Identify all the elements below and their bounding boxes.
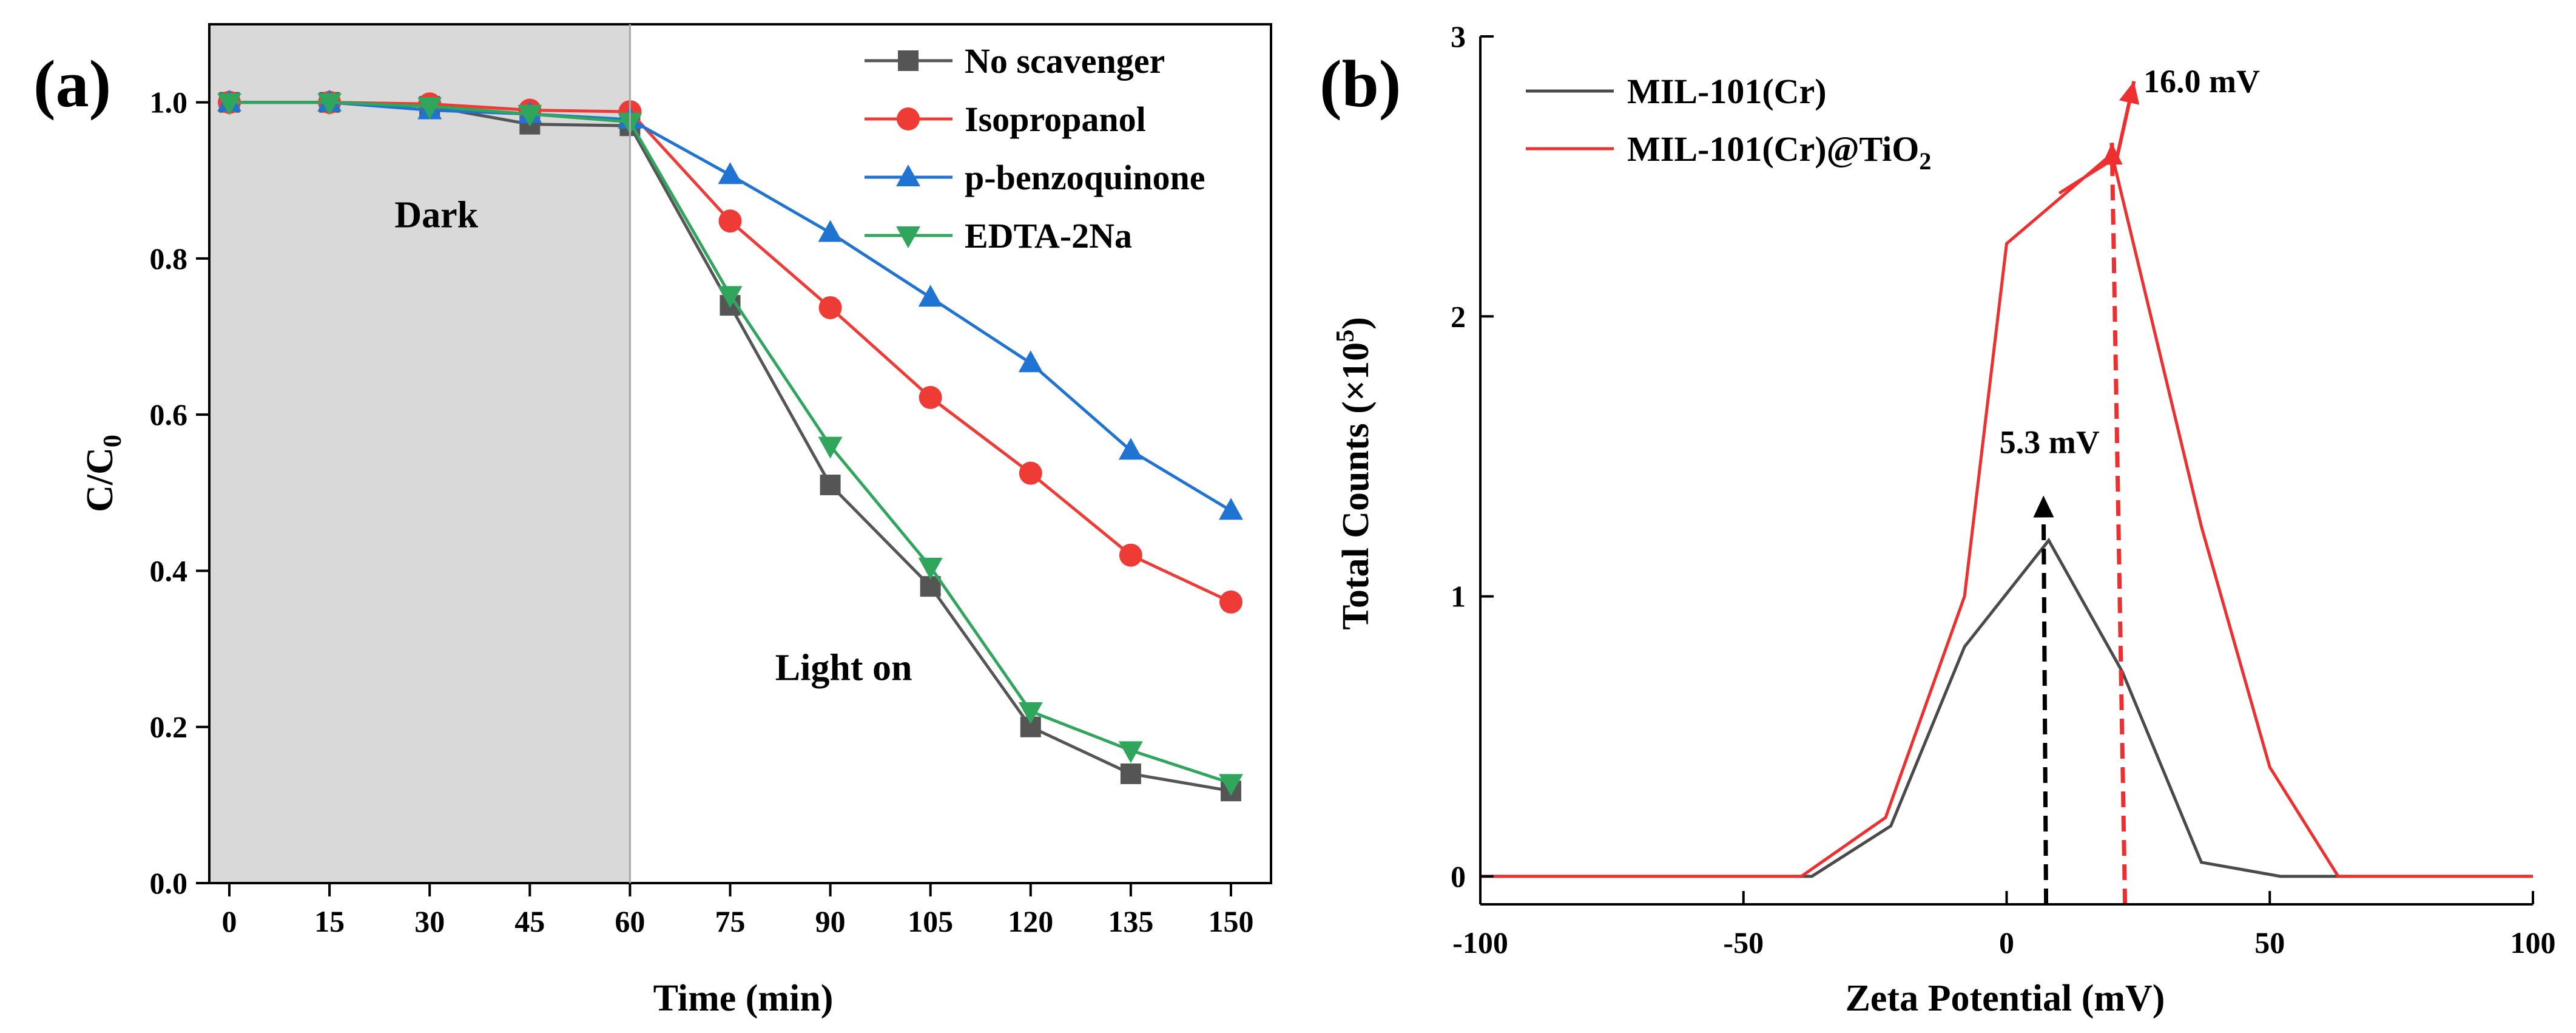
annotation-label: 5.3 mV bbox=[2000, 424, 2100, 461]
legend-label: EDTA-2Na bbox=[965, 216, 1132, 256]
y-tick-label: 0.0 bbox=[150, 866, 188, 900]
data-point bbox=[718, 162, 743, 185]
panel-a-plot-frame bbox=[208, 23, 1272, 884]
legend-marker bbox=[896, 226, 920, 248]
dashed-arrow-line bbox=[2109, 143, 2128, 905]
x-tick-label: 90 bbox=[815, 904, 846, 938]
data-point bbox=[718, 286, 743, 308]
panel-b-label: (b) bbox=[1320, 47, 1401, 121]
x-tick-label: 120 bbox=[1008, 904, 1053, 938]
panel-a-y-axis-label: C/C0 bbox=[79, 435, 127, 512]
legend-label: No scavenger bbox=[965, 41, 1165, 81]
panel-b-chart: 5.3 mV 16.0 mV -100 -50 0 50 100 0 1 2 3 MIL-101… bbox=[1320, 19, 2556, 1019]
series-mil-101-cr-tio2 bbox=[1480, 151, 2533, 878]
data-point bbox=[918, 558, 943, 580]
data-point bbox=[1218, 498, 1243, 520]
annotation-label: 16.0 mV bbox=[2143, 63, 2260, 100]
x-tick-label: 100 bbox=[2510, 926, 2556, 960]
legend-marker bbox=[897, 107, 920, 130]
panel-b-legend: MIL-101(Cr) MIL-101(Cr)@TiO2 bbox=[1526, 72, 1931, 175]
annotation-dark: Dark bbox=[394, 194, 478, 235]
dashed-arrow-line bbox=[2041, 495, 2049, 905]
data-point bbox=[1118, 438, 1143, 460]
data-point bbox=[317, 93, 342, 115]
series-mil-101-cr bbox=[1480, 537, 2533, 878]
data-point bbox=[818, 296, 842, 319]
y-tick-label: 0.6 bbox=[150, 398, 188, 432]
x-tick-label: 45 bbox=[514, 904, 545, 938]
data-point bbox=[1219, 590, 1242, 614]
data-point bbox=[1019, 461, 1042, 485]
legend-marker bbox=[896, 164, 920, 186]
annotation-leader-line bbox=[2058, 155, 2119, 195]
legend-item-no-scavenger: No scavenger bbox=[865, 41, 1165, 81]
data-point bbox=[919, 385, 942, 409]
arrow-head bbox=[2102, 143, 2123, 165]
data-point bbox=[1018, 702, 1043, 724]
data-point bbox=[718, 209, 742, 233]
x-tick-label: 75 bbox=[715, 904, 745, 938]
legend-item-mil-101-cr-tio2: MIL-101(Cr)@TiO2 bbox=[1526, 129, 1931, 175]
x-tick-label: 150 bbox=[1208, 904, 1253, 938]
peak-arrow-5-3-mv: 5.3 mV bbox=[2000, 424, 2100, 905]
legend-item-p-benzoquinone: p-benzoquinone bbox=[865, 158, 1205, 197]
arrow-head bbox=[2033, 495, 2054, 518]
data-point bbox=[1119, 543, 1142, 567]
legend-item-isopropanol: Isopropanol bbox=[865, 100, 1146, 139]
data-point bbox=[1018, 350, 1043, 373]
panel-a-x-axis-label: Time (min) bbox=[653, 978, 834, 1019]
annotation-pointer-head bbox=[2119, 81, 2140, 105]
panel-b-x-axis-label: Zeta Potential (mV) bbox=[1846, 978, 2165, 1019]
y-tick-label: 3 bbox=[1451, 19, 1466, 53]
y-tick-label: 1.0 bbox=[150, 86, 188, 120]
y-tick-label: 0 bbox=[1451, 859, 1466, 893]
y-tick-label: 0.8 bbox=[150, 242, 188, 276]
annotation-light-on: Light on bbox=[775, 648, 912, 689]
x-tick-label: 15 bbox=[314, 904, 345, 938]
data-point bbox=[918, 285, 943, 307]
x-tick-label: 105 bbox=[908, 904, 953, 938]
data-point bbox=[1218, 774, 1243, 796]
panel-a-label: (a) bbox=[33, 47, 111, 121]
x-tick-label: 50 bbox=[2254, 926, 2285, 960]
x-tick-label: 135 bbox=[1108, 904, 1153, 938]
dark-region-shading bbox=[209, 24, 630, 883]
series-line bbox=[1480, 537, 2533, 878]
panel-b-y-axis-label: Total Counts (×105) bbox=[1332, 317, 1377, 630]
y-tick-label: 0.4 bbox=[150, 554, 188, 588]
y-tick-label: 2 bbox=[1451, 299, 1466, 333]
legend-item-edta-2na: EDTA-2Na bbox=[865, 216, 1132, 256]
data-point bbox=[818, 220, 843, 242]
x-tick-label: -100 bbox=[1452, 926, 1508, 960]
x-tick-label: 60 bbox=[615, 904, 645, 938]
data-point bbox=[820, 474, 841, 495]
panel-a-chart: 0 15 30 45 60 75 90 105 120 135 150 0.0 0.2 0.4 0.6 0.… bbox=[33, 23, 1272, 1019]
legend-label: Isopropanol bbox=[965, 100, 1146, 139]
y-tick-label: 1 bbox=[1451, 580, 1466, 614]
data-point bbox=[518, 104, 542, 127]
legend-label: MIL-101(Cr) bbox=[1627, 72, 1827, 111]
data-point bbox=[1120, 763, 1141, 784]
legend-label: p-benzoquinone bbox=[965, 158, 1205, 197]
legend-item-mil-101-cr: MIL-101(Cr) bbox=[1526, 72, 1827, 111]
legend-label: MIL-101(Cr)@TiO2 bbox=[1627, 129, 1931, 175]
data-point bbox=[417, 97, 442, 120]
panel-a-legend: No scavenger Isopropanol p-benzoquinone EDT… bbox=[865, 41, 1205, 256]
y-tick-label: 0.2 bbox=[150, 710, 188, 744]
x-tick-label: 0 bbox=[1999, 926, 2014, 960]
x-tick-label: 30 bbox=[414, 904, 445, 938]
data-point bbox=[217, 93, 242, 115]
x-tick-label: -50 bbox=[1723, 926, 1764, 960]
data-point bbox=[818, 436, 843, 459]
legend-marker bbox=[898, 50, 919, 71]
x-tick-label: 0 bbox=[222, 904, 237, 938]
series-line bbox=[1480, 151, 2533, 878]
data-point bbox=[1118, 741, 1143, 764]
peak-arrow-16-0-mv: 16.0 mV bbox=[2058, 63, 2260, 905]
